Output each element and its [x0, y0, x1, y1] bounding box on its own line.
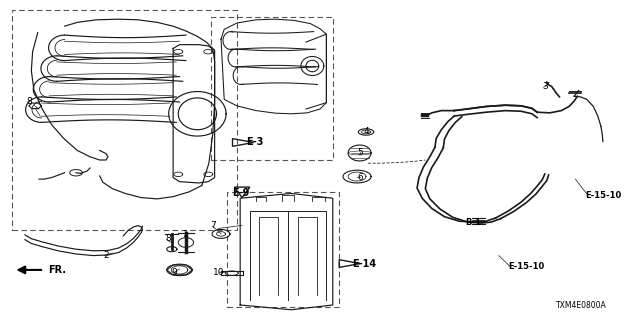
- Bar: [12, 10, 237, 230]
- Text: 7: 7: [210, 221, 216, 230]
- Text: 3: 3: [542, 82, 548, 91]
- Text: 10: 10: [212, 268, 224, 277]
- Text: 8: 8: [166, 234, 172, 243]
- Text: 4: 4: [364, 127, 369, 136]
- Text: 5: 5: [357, 148, 363, 156]
- Text: 9: 9: [172, 268, 177, 277]
- Text: E-14: E-14: [352, 259, 376, 268]
- Text: FR.: FR.: [49, 265, 67, 275]
- Text: B-1: B-1: [466, 218, 481, 227]
- Text: E-15-10: E-15-10: [585, 190, 621, 200]
- Text: 2: 2: [103, 251, 109, 260]
- Text: TXM4E0800A: TXM4E0800A: [556, 301, 607, 310]
- Text: 8: 8: [26, 97, 32, 106]
- Bar: [227, 192, 339, 307]
- Text: 6: 6: [357, 173, 363, 182]
- Bar: [211, 17, 333, 160]
- Text: E-3: E-3: [246, 138, 264, 148]
- Text: 1: 1: [183, 230, 189, 239]
- Text: E-15-10: E-15-10: [508, 262, 545, 271]
- Text: E-9: E-9: [232, 188, 250, 198]
